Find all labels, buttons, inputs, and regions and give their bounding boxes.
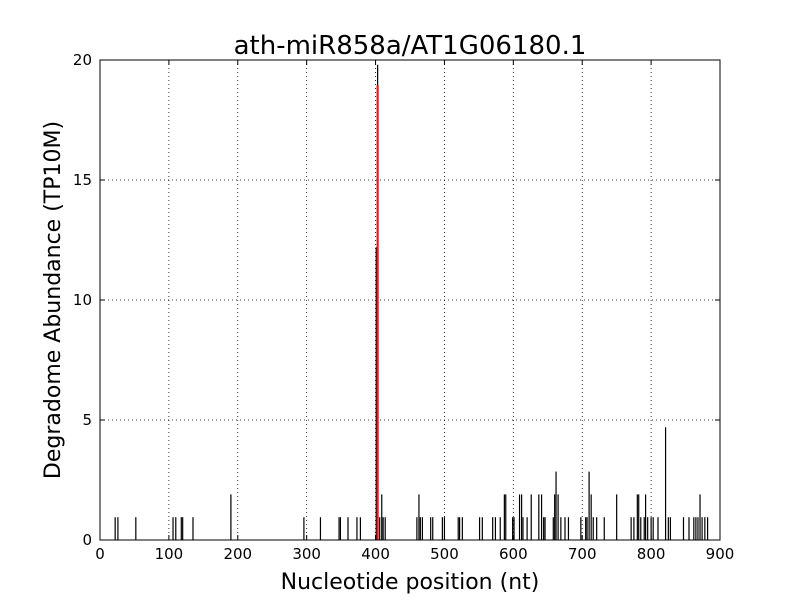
x-axis-label: Nucleotide position (nt) bbox=[281, 570, 540, 595]
data-bars bbox=[114, 64, 709, 540]
x-tick-label: 200 bbox=[223, 545, 252, 563]
y-tick-label: 20 bbox=[73, 51, 92, 69]
y-tick-label: 0 bbox=[82, 531, 92, 549]
x-tick-label: 0 bbox=[95, 545, 105, 563]
y-tick-label: 15 bbox=[73, 171, 92, 189]
x-tick-label: 800 bbox=[637, 545, 666, 563]
y-tick-label: 5 bbox=[82, 411, 92, 429]
x-tick-label: 600 bbox=[499, 545, 528, 563]
y-axis-label: Degradome Abundance (TP10M) bbox=[41, 121, 66, 479]
x-tick-label: 900 bbox=[706, 545, 735, 563]
x-tick-label: 500 bbox=[430, 545, 459, 563]
x-tick-label: 100 bbox=[155, 545, 184, 563]
x-tick-label: 700 bbox=[568, 545, 597, 563]
axis-ticks: 0 100 200 300 400 500 600 700 800 900 0 5 10 15 20 bbox=[73, 51, 734, 563]
grid bbox=[100, 60, 720, 540]
y-tick-label: 10 bbox=[73, 291, 92, 309]
chart-title: ath-miR858a/AT1G06180.1 bbox=[234, 31, 587, 61]
x-tick-label: 300 bbox=[292, 545, 321, 563]
x-tick-label: 400 bbox=[361, 545, 390, 563]
